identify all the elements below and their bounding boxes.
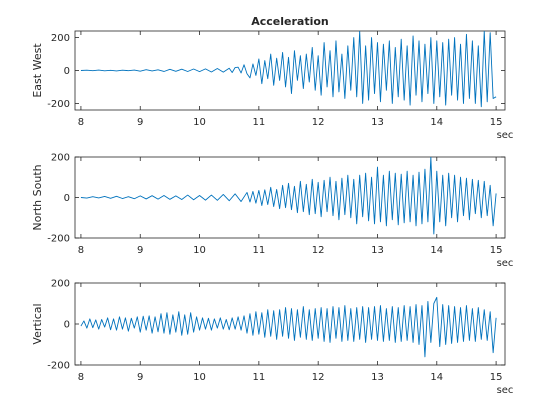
x-tick-label: 8 bbox=[78, 245, 84, 256]
x-tick-label: 12 bbox=[312, 245, 325, 256]
x-unit-label: sec bbox=[497, 130, 514, 141]
acceleration-trace bbox=[80, 157, 497, 235]
x-unit-label: sec bbox=[497, 385, 514, 396]
y-axis-label: Vertical bbox=[31, 303, 44, 344]
x-tick-label: 11 bbox=[252, 245, 265, 256]
x-unit-label: sec bbox=[497, 258, 514, 269]
x-tick-label: 11 bbox=[252, 372, 265, 383]
y-tick-label: 200 bbox=[51, 153, 70, 164]
x-tick-label: 10 bbox=[193, 117, 206, 128]
x-tick-label: 8 bbox=[78, 372, 84, 383]
x-tick-label: 13 bbox=[371, 117, 384, 128]
x-tick-label: 14 bbox=[430, 372, 443, 383]
y-tick-label: 200 bbox=[51, 279, 70, 290]
y-tick-label: 0 bbox=[64, 320, 70, 331]
y-tick-label: 200 bbox=[51, 33, 70, 44]
x-tick-label: 13 bbox=[371, 372, 384, 383]
x-tick-label: 9 bbox=[137, 117, 143, 128]
x-tick-label: 13 bbox=[371, 245, 384, 256]
x-tick-label: 12 bbox=[312, 372, 325, 383]
x-tick-label: 8 bbox=[78, 117, 84, 128]
x-tick-label: 11 bbox=[252, 117, 265, 128]
x-tick-label: 10 bbox=[193, 245, 206, 256]
y-tick-label: 0 bbox=[64, 66, 70, 77]
x-tick-label: 14 bbox=[430, 245, 443, 256]
x-tick-label: 9 bbox=[137, 372, 143, 383]
y-tick-label: -200 bbox=[47, 361, 70, 372]
y-axis-label: East West bbox=[31, 43, 44, 98]
chart-title: Acceleration bbox=[251, 15, 329, 28]
y-tick-label: -200 bbox=[47, 99, 70, 110]
acceleration-trace bbox=[80, 296, 497, 358]
x-tick-label: 15 bbox=[490, 372, 503, 383]
y-tick-label: -200 bbox=[47, 234, 70, 245]
x-tick-label: 14 bbox=[430, 117, 443, 128]
x-tick-label: 12 bbox=[312, 117, 325, 128]
x-tick-label: 15 bbox=[490, 117, 503, 128]
y-axis-label: North South bbox=[31, 164, 44, 230]
vertical-panel: 8 9 10 11 12 13 14 15 sec 200 0 -200 Vertical bbox=[31, 279, 513, 397]
x-tick-label: 10 bbox=[193, 372, 206, 383]
x-tick-label: 9 bbox=[137, 245, 143, 256]
acceleration-trace bbox=[80, 31, 497, 108]
x-tick-label: 15 bbox=[490, 245, 503, 256]
y-tick-label: 0 bbox=[64, 193, 70, 204]
